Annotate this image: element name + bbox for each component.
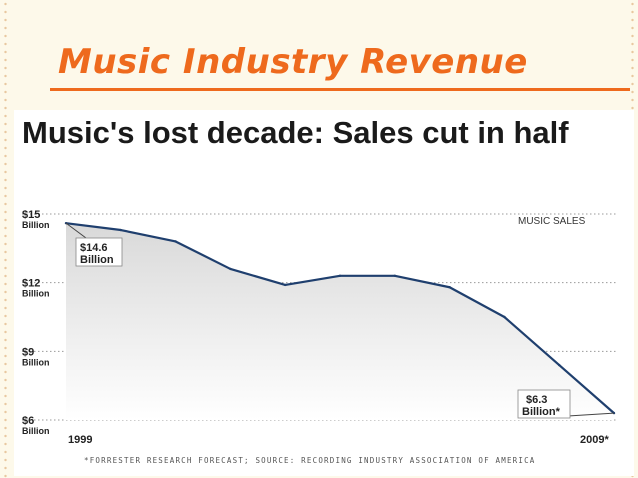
callout-start-value: $14.6 (80, 242, 108, 254)
left-border-decoration (4, 0, 7, 478)
y-tick-unit: Billion (22, 289, 50, 299)
x-tick-label: 1999 (68, 434, 92, 446)
callout-start-unit: Billion (80, 254, 114, 266)
legend-label: MUSIC SALES (518, 216, 586, 227)
data-point (284, 283, 287, 287)
data-point (119, 228, 123, 232)
data-point (393, 274, 396, 277)
callout-box (75, 237, 123, 267)
callout-leader (567, 412, 615, 417)
callout-box (517, 389, 571, 419)
y-tick-label: $15 (22, 209, 40, 221)
data-point (174, 240, 177, 243)
callout-end-value: $6.3 (526, 394, 547, 406)
y-tick-unit: Billion (22, 357, 50, 367)
callout-leader (65, 222, 87, 239)
data-point (503, 315, 506, 319)
data-point (558, 363, 561, 367)
data-point (229, 267, 232, 271)
y-tick-unit: Billion (22, 220, 50, 230)
x-tick-label: 2009* (580, 434, 609, 446)
data-point (338, 274, 342, 277)
source-footnote: *FORRESTER RESEARCH FORECAST; SOURCE: RE… (84, 456, 536, 465)
sales-area (66, 223, 614, 420)
y-tick-unit: Billion (22, 426, 50, 436)
data-point (448, 286, 451, 289)
callout-end-unit: Billion* (522, 406, 561, 418)
slide-title: Music Industry Revenue (58, 42, 528, 82)
data-point (612, 411, 616, 415)
y-tick-label: $6 (22, 415, 34, 427)
y-tick-label: $9 (22, 346, 34, 358)
chart-title: Music's lost decade: Sales cut in half (22, 115, 569, 150)
title-underline (50, 88, 630, 91)
y-tick-label: $12 (22, 278, 40, 290)
